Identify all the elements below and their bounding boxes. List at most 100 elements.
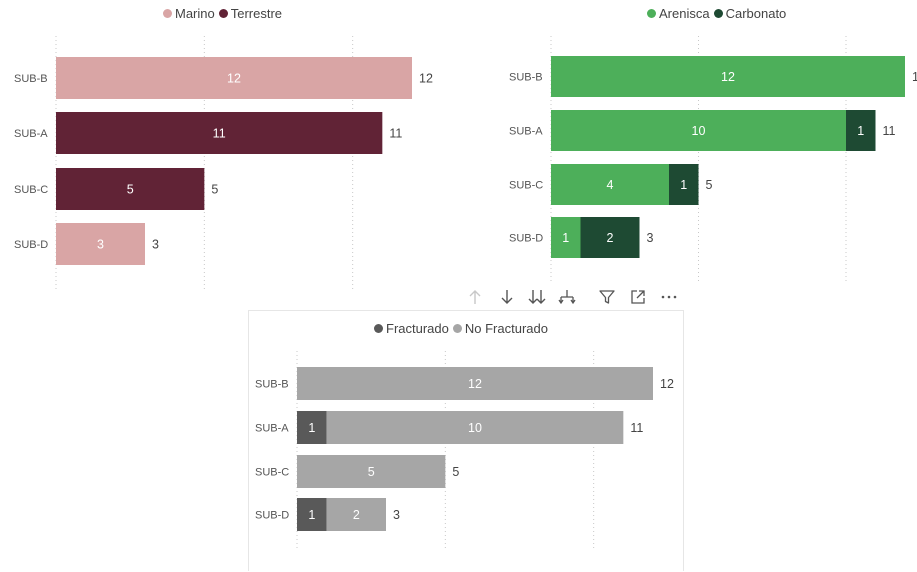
filter-button[interactable] — [594, 284, 620, 310]
focus-mode-button[interactable] — [625, 284, 651, 310]
drill-up-button[interactable] — [462, 284, 488, 310]
data-label: 12 — [721, 70, 735, 84]
data-label: 1 — [857, 124, 864, 138]
category-label: SUB-D — [509, 233, 543, 245]
legend-swatch — [647, 9, 656, 18]
data-label: 2 — [607, 231, 614, 245]
bar-segment[interactable] — [326, 498, 386, 531]
total-label: 11 — [883, 124, 896, 138]
data-label: 10 — [692, 124, 706, 138]
total-label: 12 — [419, 72, 433, 86]
legend-label: Marino — [175, 6, 215, 21]
focus-mode-icon — [631, 290, 645, 304]
legend-item[interactable]: Carbonato — [713, 6, 787, 21]
double-arrow-down-icon — [528, 290, 546, 304]
total-label: 12 — [660, 377, 674, 391]
category-label: SUB-B — [255, 379, 289, 391]
go-to-next-level-button[interactable] — [524, 284, 550, 310]
more-options-icon — [661, 295, 677, 299]
bar-segment[interactable] — [56, 168, 205, 210]
legend-swatch — [452, 324, 462, 333]
category-label: SUB-A — [255, 423, 289, 435]
bar-segment[interactable] — [297, 411, 327, 444]
expand-next-level-button[interactable] — [554, 284, 580, 310]
data-label: 5 — [127, 183, 134, 197]
total-label: 5 — [211, 183, 218, 197]
chart-legend: Arenisca Carbonato — [647, 6, 790, 21]
legend-item[interactable]: No Fracturado — [452, 321, 548, 336]
bar-segment[interactable] — [580, 217, 640, 258]
category-label: SUB-D — [255, 510, 289, 522]
arrow-up-icon — [469, 290, 481, 304]
legend-item[interactable]: Fracturado — [374, 321, 449, 336]
chart-legend: Fracturado No Fracturado — [374, 321, 552, 336]
data-label: 3 — [97, 238, 104, 252]
total-label: 3 — [647, 231, 654, 245]
data-label: 11 — [213, 127, 226, 141]
legend-swatch — [218, 9, 228, 18]
chart-legend: Marino Terrestre — [163, 6, 286, 21]
bar-segment[interactable] — [297, 455, 446, 488]
category-label: SUB-B — [509, 72, 543, 84]
data-label: 1 — [562, 231, 569, 245]
more-options-button[interactable] — [656, 284, 682, 310]
category-label: SUB-C — [14, 184, 48, 196]
total-label: 11 — [630, 421, 643, 435]
total-label: 12 — [912, 70, 917, 84]
legend-label: Fracturado — [386, 321, 449, 336]
drill-down-button[interactable] — [494, 284, 520, 310]
total-label: 3 — [152, 238, 159, 252]
data-label: 12 — [227, 72, 241, 86]
data-label: 1 — [680, 178, 687, 192]
bar-segment[interactable] — [56, 223, 145, 265]
data-label: 2 — [353, 508, 360, 522]
legend-label: Terrestre — [230, 6, 283, 21]
data-label: 1 — [308, 508, 315, 522]
legend-label: Carbonato — [725, 6, 787, 21]
visual-header-toolbar — [462, 284, 692, 310]
data-label: 5 — [368, 465, 375, 479]
bar-segment[interactable] — [551, 56, 905, 97]
legend-label: Arenisca — [659, 6, 710, 21]
data-label: 12 — [468, 377, 482, 391]
category-label: SUB-C — [255, 467, 289, 479]
legend-item[interactable]: Arenisca — [647, 6, 710, 21]
category-label: SUB-C — [509, 180, 543, 192]
chart-depositional-environment[interactable]: Marino Terrestre SUB-B 12 12 SUB-A 11 11 SUB-C… — [0, 0, 450, 300]
total-label: 5 — [452, 465, 459, 479]
bar-plot: SUB-B 12 12 SUB-A 11 11 SUB-C 5 5 SUB-D 3 3 — [14, 36, 433, 292]
legend-item[interactable]: Terrestre — [218, 6, 283, 21]
data-label: 10 — [468, 421, 482, 435]
bar-segment[interactable] — [669, 164, 699, 205]
arrow-down-icon — [501, 290, 513, 304]
bar-segment[interactable] — [56, 57, 412, 99]
data-label: 1 — [308, 421, 315, 435]
legend-swatch — [374, 324, 383, 333]
category-label: SUB-D — [14, 239, 48, 251]
bar-segment[interactable] — [846, 110, 876, 151]
bar-segment[interactable] — [326, 411, 624, 444]
bar-segment[interactable] — [551, 217, 581, 258]
expand-hierarchy-icon — [558, 290, 576, 305]
category-label: SUB-A — [509, 126, 543, 138]
chart-lithology[interactable]: Arenisca Carbonato SUB-B1212SUB-A10111SU… — [495, 0, 917, 300]
category-label: SUB-A — [14, 128, 48, 140]
filter-icon — [599, 290, 615, 304]
category-label: SUB-B — [14, 73, 48, 85]
total-label: 3 — [393, 508, 400, 522]
total-label: 11 — [389, 127, 402, 141]
bar-segment[interactable] — [551, 164, 669, 205]
bar-segment[interactable] — [56, 112, 383, 154]
bar-segment[interactable] — [297, 498, 327, 531]
bar-segment[interactable] — [551, 110, 846, 151]
legend-label: No Fracturado — [464, 321, 548, 336]
total-label: 5 — [706, 178, 713, 192]
legend-swatch — [713, 9, 723, 18]
legend-item[interactable]: Marino — [163, 6, 215, 21]
legend-swatch — [163, 9, 172, 18]
chart-fracturing[interactable]: Fracturado No Fracturado SUB-B 12 12 SUB-A 1… — [248, 310, 684, 571]
data-label: 4 — [607, 178, 614, 192]
bar-segment[interactable] — [297, 367, 653, 400]
